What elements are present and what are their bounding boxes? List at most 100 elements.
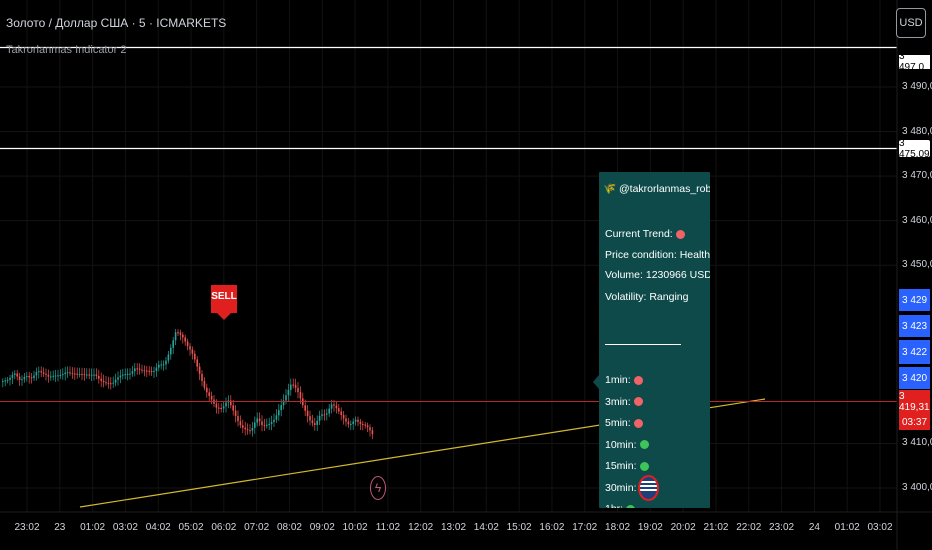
time-axis-label: 24: [808, 522, 820, 533]
price-axis-label: 3 400,00: [902, 482, 932, 493]
candle-body: [158, 364, 160, 368]
sell-signal-pointer: [217, 313, 231, 320]
candle-body: [124, 374, 126, 376]
candle-body: [98, 375, 100, 379]
timeframe-label: 1min:: [605, 374, 631, 386]
timeframe-row: 1hr:: [605, 502, 636, 508]
candle-body: [30, 377, 33, 379]
candle-body: [18, 376, 21, 380]
time-axis-label: 18:02: [605, 522, 631, 533]
candle-body: [64, 372, 66, 375]
timeframe-status-dot: [626, 504, 636, 508]
currency-button[interactable]: USD: [896, 8, 926, 38]
candle-body: [69, 372, 71, 374]
timeframe-status-dot: [639, 440, 649, 450]
candle-body: [126, 374, 129, 376]
timeframe-label: 3min:: [605, 395, 631, 408]
candle-body: [203, 380, 206, 388]
timeframe-row: 15min:: [605, 459, 649, 473]
time-axis-label: 11:02: [375, 522, 401, 533]
time-axis-label: 01:02: [80, 522, 106, 533]
time-axis-label: 15:02: [506, 522, 532, 533]
candle-body: [222, 406, 225, 409]
chart-grid: [0, 0, 897, 512]
time-axis-label: 08:02: [276, 522, 302, 533]
candle-body: [42, 372, 45, 374]
candle-body: [155, 367, 158, 371]
candle-body: [220, 407, 222, 409]
candle-body: [218, 407, 220, 409]
time-axis-label: 20:02: [670, 522, 696, 533]
candle-body: [66, 372, 69, 374]
us-flag-icon[interactable]: [638, 475, 659, 501]
candle-body: [28, 376, 30, 378]
candle-body: [268, 423, 270, 425]
timeframe-status-dot: [633, 418, 643, 428]
candle-body: [258, 418, 261, 422]
timeframe-row: 5min:: [605, 416, 643, 430]
candle-body: [239, 421, 242, 426]
price-tag: 3 429: [899, 289, 930, 311]
candle-body: [62, 374, 64, 376]
candlestick-series: [2, 329, 374, 440]
timeframe-row: 3min:: [605, 395, 643, 409]
current-trend-row: Current Trend:: [605, 227, 685, 241]
candle-body: [71, 373, 74, 375]
candle-body: [354, 419, 357, 422]
candle-body: [230, 400, 232, 406]
price-axis-label: 3 490,00: [902, 81, 932, 92]
candle-body: [350, 423, 352, 425]
candle-body: [299, 392, 302, 399]
candle-body: [23, 376, 26, 380]
candle-body: [162, 364, 165, 366]
candle-body: [263, 425, 266, 427]
candle-body: [110, 383, 112, 385]
candle-body: [282, 400, 285, 406]
candle-body: [330, 404, 333, 409]
candle-body: [237, 415, 239, 422]
candle-body: [285, 395, 287, 401]
candle-body: [50, 376, 52, 378]
candle-body: [122, 374, 124, 376]
time-axis-label: 10:02: [342, 522, 368, 533]
candle-body: [105, 382, 107, 384]
candle-body: [232, 405, 234, 411]
candle-body: [90, 374, 93, 376]
candle-body: [297, 387, 299, 393]
candle-body: [251, 427, 254, 431]
price-axis-label: 3 450,00: [902, 259, 932, 271]
lightning-icon[interactable]: ϟ: [370, 476, 386, 500]
candle-body: [369, 427, 371, 431]
price-axis-label: 3 460,00: [902, 214, 932, 226]
candle-body: [2, 381, 4, 383]
candle-body: [146, 370, 148, 372]
candle-body: [364, 424, 366, 426]
candle-body: [9, 377, 11, 380]
symbol-title[interactable]: Золото / Доллар США · 5 · ICMARKETS: [6, 16, 227, 30]
candle-body: [309, 416, 311, 421]
candle-body: [33, 375, 35, 379]
candle-body: [136, 368, 138, 370]
candle-body: [359, 421, 362, 424]
candle-body: [150, 371, 153, 373]
candle-body: [328, 408, 330, 414]
candle-body: [311, 420, 314, 424]
price-axis-label: 3 410,00: [902, 437, 932, 449]
candle-body: [148, 370, 150, 372]
candle-body: [261, 421, 263, 426]
price-condition: Price condition: Healthy (34.48): [605, 249, 710, 261]
candle-body: [244, 427, 246, 430]
price-axis-label: 3 470,00: [902, 170, 932, 182]
indicator-name[interactable]: Takrorlanmas Indicator 2: [6, 44, 127, 56]
time-axis-label: 23:02: [14, 522, 40, 533]
candle-body: [287, 389, 290, 396]
time-axis-label: 03:02: [867, 522, 893, 533]
candle-body: [206, 387, 208, 393]
candle-body: [352, 421, 354, 424]
time-axis-label: 21:02: [703, 522, 729, 533]
candle-body: [338, 408, 340, 412]
timeframe-status-dot: [639, 461, 649, 471]
candle-body: [201, 373, 203, 381]
timeframe-label: 5min:: [605, 417, 631, 429]
